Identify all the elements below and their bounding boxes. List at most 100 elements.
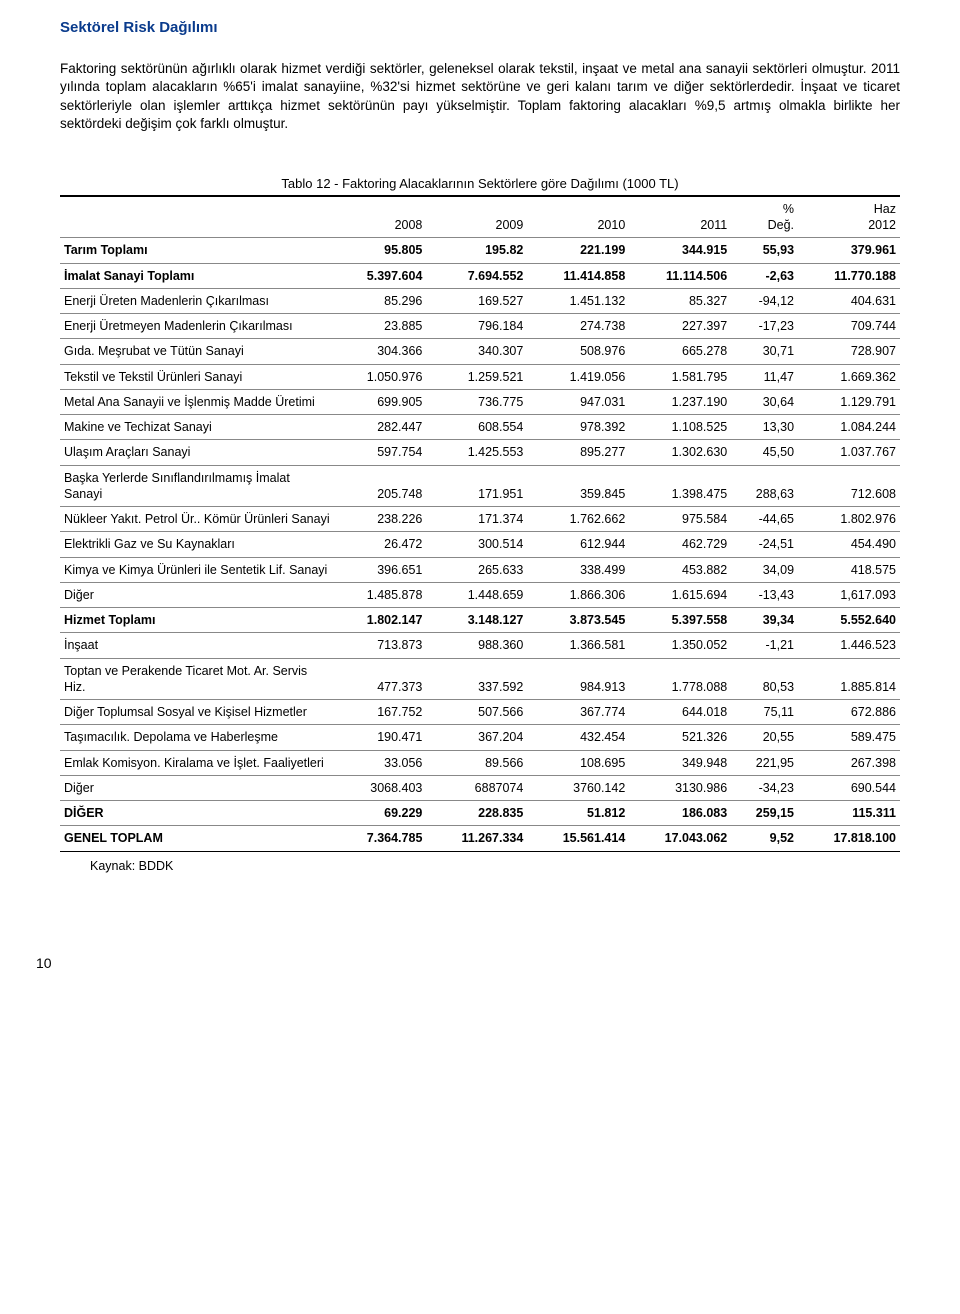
table-cell: 349.948 — [629, 750, 731, 775]
table-cell: 51.812 — [527, 801, 629, 826]
table-row: Tarım Toplamı95.805195.82221.199344.9155… — [60, 238, 900, 263]
table-cell: 267.398 — [798, 750, 900, 775]
table-cell: 17.818.100 — [798, 826, 900, 851]
table-cell: 274.738 — [527, 314, 629, 339]
table-cell: 712.608 — [798, 465, 900, 507]
table-row: Gıda. Meşrubat ve Tütün Sanayi304.366340… — [60, 339, 900, 364]
table-cell: 33.056 — [335, 750, 427, 775]
table-row: Başka Yerlerde Sınıflandırılmamış İmalat… — [60, 465, 900, 507]
table-cell: 171.374 — [426, 507, 527, 532]
table-cell: 404.631 — [798, 288, 900, 313]
table-cell: 80,53 — [731, 658, 798, 700]
table-cell: 3.873.545 — [527, 608, 629, 633]
column-header — [60, 196, 335, 238]
table-cell: -13,43 — [731, 582, 798, 607]
table-cell: -34,23 — [731, 775, 798, 800]
table-cell: 7.694.552 — [426, 263, 527, 288]
table-cell: 612.944 — [527, 532, 629, 557]
table-cell: 644.018 — [629, 700, 731, 725]
table-cell: 259,15 — [731, 801, 798, 826]
table-cell: 462.729 — [629, 532, 731, 557]
table-row: Emlak Komisyon. Kiralama ve İşlet. Faali… — [60, 750, 900, 775]
table-cell: 186.083 — [629, 801, 731, 826]
table-cell: 7.364.785 — [335, 826, 427, 851]
table-cell: -2,63 — [731, 263, 798, 288]
table-source: Kaynak: BDDK — [90, 858, 900, 874]
table-cell: 1.866.306 — [527, 582, 629, 607]
table-cell: 108.695 — [527, 750, 629, 775]
table-cell: 167.752 — [335, 700, 427, 725]
table-cell: 9,52 — [731, 826, 798, 851]
table-cell: 3760.142 — [527, 775, 629, 800]
table-cell: 5.552.640 — [798, 608, 900, 633]
table-row: Toptan ve Perakende Ticaret Mot. Ar. Ser… — [60, 658, 900, 700]
table-cell: Emlak Komisyon. Kiralama ve İşlet. Faali… — [60, 750, 335, 775]
table-row: Elektrikli Gaz ve Su Kaynakları26.472300… — [60, 532, 900, 557]
table-cell: 978.392 — [527, 415, 629, 440]
table-cell: 984.913 — [527, 658, 629, 700]
table-cell: 238.226 — [335, 507, 427, 532]
table-cell: 3068.403 — [335, 775, 427, 800]
table-cell: 190.471 — [335, 725, 427, 750]
table-cell: 432.454 — [527, 725, 629, 750]
column-header: Haz 2012 — [798, 196, 900, 238]
table-cell: 169.527 — [426, 288, 527, 313]
table-cell: 1.425.553 — [426, 440, 527, 465]
table-cell: Başka Yerlerde Sınıflandırılmamış İmalat… — [60, 465, 335, 507]
table-cell: 11.414.858 — [527, 263, 629, 288]
table-cell: 265.633 — [426, 557, 527, 582]
table-cell: 11,47 — [731, 364, 798, 389]
table-cell: 338.499 — [527, 557, 629, 582]
column-header: 2008 — [335, 196, 427, 238]
table-cell: 1.451.132 — [527, 288, 629, 313]
table-cell: 1.669.362 — [798, 364, 900, 389]
table-row: GENEL TOPLAM7.364.78511.267.33415.561.41… — [60, 826, 900, 851]
table-cell: 796.184 — [426, 314, 527, 339]
table-cell: 1.350.052 — [629, 633, 731, 658]
table-cell: 6887074 — [426, 775, 527, 800]
table-row: DİĞER69.229228.83551.812186.083259,15115… — [60, 801, 900, 826]
table-cell: 359.845 — [527, 465, 629, 507]
table-cell: 453.882 — [629, 557, 731, 582]
table-cell: 115.311 — [798, 801, 900, 826]
column-header: 2009 — [426, 196, 527, 238]
table-cell: 1.084.244 — [798, 415, 900, 440]
table-cell: 454.490 — [798, 532, 900, 557]
table-cell: 367.204 — [426, 725, 527, 750]
column-header: % Değ. — [731, 196, 798, 238]
table-cell: 895.277 — [527, 440, 629, 465]
table-cell: 95.805 — [335, 238, 427, 263]
table-header-row: 2008200920102011% Değ.Haz 2012 — [60, 196, 900, 238]
table-cell: -1,21 — [731, 633, 798, 658]
table-cell: 1.778.088 — [629, 658, 731, 700]
table-cell: Metal Ana Sanayii ve İşlenmiş Madde Üret… — [60, 389, 335, 414]
section-title: Sektörel Risk Dağılımı — [60, 18, 900, 38]
table-cell: 1.366.581 — [527, 633, 629, 658]
table-cell: 521.326 — [629, 725, 731, 750]
table-cell: 1.446.523 — [798, 633, 900, 658]
table-cell: 713.873 — [335, 633, 427, 658]
table-cell: Enerji Üretmeyen Madenlerin Çıkarılması — [60, 314, 335, 339]
table-cell: 340.307 — [426, 339, 527, 364]
table-cell: 736.775 — [426, 389, 527, 414]
table-cell: 344.915 — [629, 238, 731, 263]
table-cell: 1.615.694 — [629, 582, 731, 607]
page-number: 10 — [36, 954, 900, 972]
table-cell: Ulaşım Araçları Sanayi — [60, 440, 335, 465]
table-cell: Makine ve Techizat Sanayi — [60, 415, 335, 440]
table-cell: 507.566 — [426, 700, 527, 725]
table-cell: 672.886 — [798, 700, 900, 725]
table-cell: 30,71 — [731, 339, 798, 364]
table-cell: 477.373 — [335, 658, 427, 700]
table-title: Tablo 12 - Faktoring Alacaklarının Sektö… — [60, 176, 900, 193]
table-cell: 5.397.558 — [629, 608, 731, 633]
table-cell: 1.448.659 — [426, 582, 527, 607]
table-row: Diğer3068.40368870743760.1423130.986-34,… — [60, 775, 900, 800]
table-row: Diğer Toplumsal Sosyal ve Kişisel Hizmet… — [60, 700, 900, 725]
table-cell: -24,51 — [731, 532, 798, 557]
table-cell: 1.419.056 — [527, 364, 629, 389]
table-cell: Taşımacılık. Depolama ve Haberleşme — [60, 725, 335, 750]
column-header: 2010 — [527, 196, 629, 238]
table-cell: 1.259.521 — [426, 364, 527, 389]
table-cell: 975.584 — [629, 507, 731, 532]
